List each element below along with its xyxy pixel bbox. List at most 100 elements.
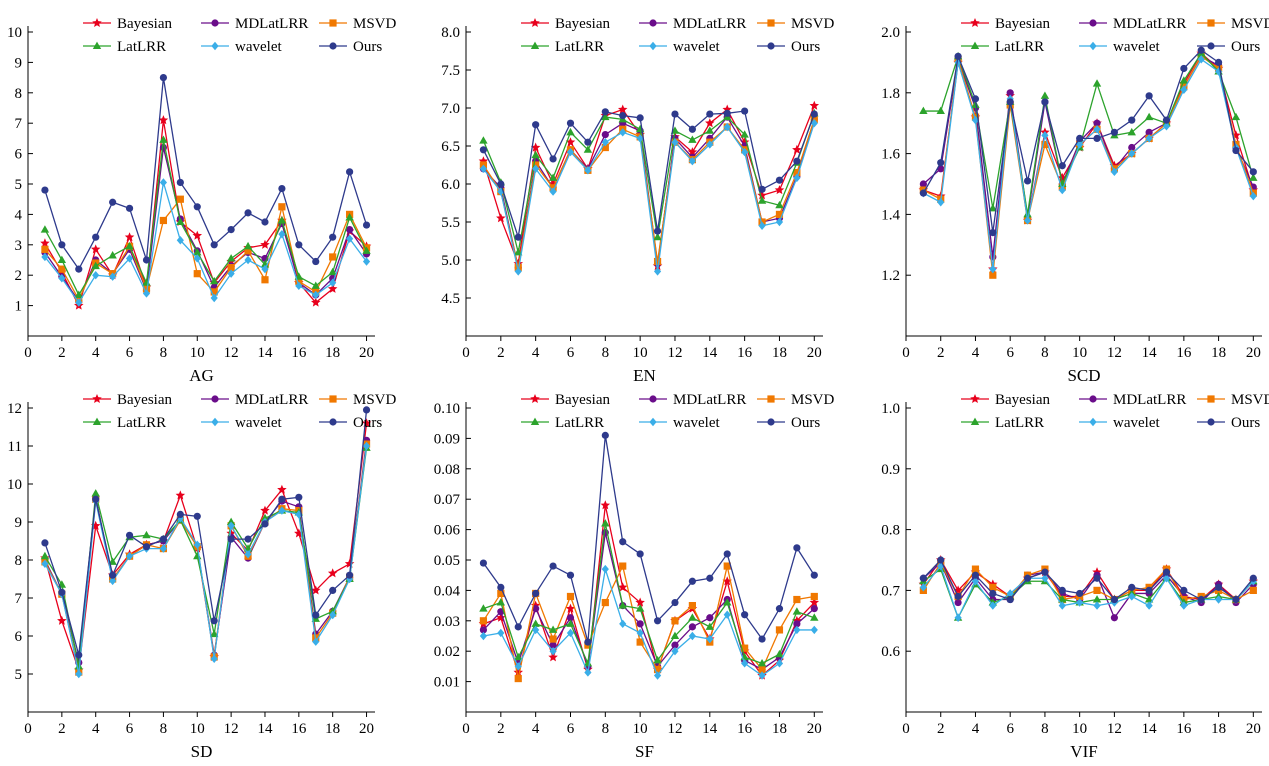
data-point-wavelet: [176, 236, 184, 245]
data-point-ours: [193, 512, 201, 520]
legend-item-ours: Ours: [757, 39, 820, 55]
data-point-wavelet: [1076, 598, 1084, 607]
data-point-mdlatlrr: [919, 180, 927, 188]
data-point-ours: [971, 571, 980, 579]
data-point-bayesian: [327, 283, 338, 293]
y-tick-label: 9: [15, 515, 23, 531]
x-tick-label: 2: [937, 721, 945, 737]
data-point-ours: [601, 108, 609, 116]
legend-marker-msvd: [1207, 395, 1215, 403]
data-point-ours: [176, 178, 184, 187]
data-point-wavelet: [1093, 601, 1101, 610]
data-point-wavelet: [971, 115, 980, 125]
data-point-ours: [619, 538, 627, 546]
data-point-wavelet: [92, 271, 100, 280]
data-point-wavelet: [109, 272, 117, 281]
legend-label: Ours: [353, 415, 382, 431]
data-point-wavelet: [1145, 134, 1153, 143]
series-ours: [479, 431, 818, 646]
data-point-ours: [479, 559, 488, 567]
data-point-latlrr: [362, 246, 371, 254]
series-wavelet: [41, 441, 371, 679]
x-axis-title: EN: [633, 366, 656, 385]
legend-marker-wavelet: [211, 41, 219, 51]
data-point-msvd: [775, 626, 784, 634]
data-point-latlrr: [176, 217, 185, 225]
legend-marker-ours: [1207, 42, 1215, 50]
legend-item-bayesian: Bayesian: [521, 16, 610, 32]
x-tick-label: 14: [1142, 721, 1158, 737]
data-point-wavelet: [671, 138, 679, 147]
series-wavelet: [479, 564, 818, 680]
data-point-ours: [125, 204, 134, 212]
x-tick-label: 4: [972, 345, 980, 361]
data-point-bayesian: [311, 585, 321, 595]
x-tick-label: 20: [359, 345, 374, 361]
legend-marker-ours: [767, 418, 775, 426]
data-point-wavelet: [244, 255, 252, 265]
data-point-ours: [329, 233, 337, 241]
data-point-bayesian: [565, 137, 576, 147]
legend-label: wavelet: [235, 415, 282, 431]
data-point-ours: [810, 110, 818, 118]
x-tick-label: 14: [702, 345, 718, 361]
x-tick-label: 18: [325, 721, 340, 737]
series-bayesian: [918, 48, 1259, 274]
legend-label: Bayesian: [995, 16, 1050, 32]
y-tick-label: 0.06: [434, 523, 461, 539]
legend-marker-latlrr: [92, 417, 102, 425]
data-point-latlrr: [311, 281, 320, 289]
x-tick-label: 18: [772, 345, 787, 361]
legend-label: Bayesian: [117, 16, 172, 32]
data-point-wavelet: [125, 254, 134, 263]
data-point-ours: [1249, 168, 1257, 176]
series-line-ours: [482, 435, 815, 643]
data-point-latlrr: [209, 629, 219, 638]
series-line-latlrr: [44, 447, 368, 667]
data-point-ours: [532, 589, 540, 598]
legend-label: LatLRR: [995, 415, 1044, 431]
data-point-ours: [1006, 595, 1014, 604]
series-latlrr: [40, 135, 371, 298]
data-point-latlrr: [618, 601, 627, 609]
data-point-latlrr: [566, 127, 575, 136]
data-point-wavelet: [971, 577, 980, 586]
data-point-ours: [758, 185, 766, 193]
data-point-msvd: [58, 265, 66, 273]
x-tick-label: 6: [126, 721, 134, 737]
x-tick-label: 10: [633, 345, 648, 361]
legend-marker-ours: [767, 42, 775, 50]
series-wavelet: [919, 561, 1257, 622]
data-point-msvd: [1093, 586, 1101, 594]
legend-label: wavelet: [673, 415, 720, 431]
chart-panel-en: 0 2 4 6 8 10 12 14 16 18 20 4.5 5.0 5.5 6.0 6.5 7.0 7.5 8.…: [441, 16, 834, 385]
legend-marker-msvd: [329, 19, 337, 27]
data-point-latlrr: [601, 112, 610, 121]
data-point-ours: [1180, 64, 1188, 73]
data-point-ours: [261, 218, 269, 226]
x-tick-label: 2: [497, 721, 505, 737]
legend-item-latlrr: LatLRR: [961, 39, 1044, 55]
x-tick-label: 6: [126, 345, 134, 361]
legend-marker-mdlatlrr: [211, 395, 219, 403]
data-point-latlrr: [260, 513, 270, 522]
x-tick-label: 16: [737, 345, 753, 361]
data-point-ours: [514, 233, 522, 241]
series-line-mdlatlrr: [922, 55, 1254, 258]
data-point-wavelet: [706, 634, 714, 644]
data-point-mdlatlrr: [793, 620, 801, 628]
x-tick-label: 18: [1211, 345, 1226, 361]
x-tick-label: 2: [497, 345, 505, 361]
legend-label: MSVD: [353, 16, 397, 32]
series-msvd: [41, 195, 371, 304]
legend-label: MDLatLRR: [673, 392, 746, 408]
data-point-msvd: [176, 195, 184, 203]
data-point-msvd: [295, 277, 303, 285]
x-tick-label: 12: [224, 345, 239, 361]
data-point-latlrr: [514, 248, 523, 256]
data-point-latlrr: [74, 290, 83, 298]
data-point-ours: [92, 233, 100, 241]
data-point-latlrr: [653, 232, 662, 241]
data-point-wavelet: [362, 441, 371, 451]
legend: Bayesian MDLatLRR MSVD LatLRR wavelet Ours: [521, 392, 835, 431]
